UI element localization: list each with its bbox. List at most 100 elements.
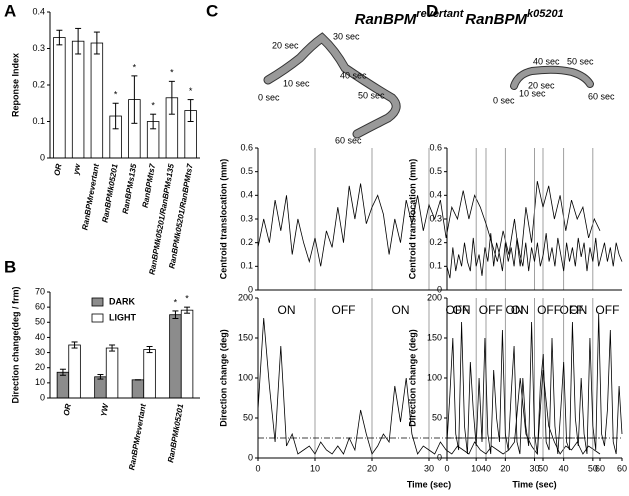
title-base: RanBPM (465, 11, 527, 28)
trajectory-body (264, 33, 400, 138)
error-bar (93, 31, 100, 55)
y-tick-label: 0.6 (240, 142, 253, 152)
phase-label: OFF (332, 303, 356, 317)
y-tick-label: 0 (437, 284, 442, 294)
chart-title: RanBPMk05201 (465, 8, 563, 28)
bar (180, 309, 194, 399)
y-tick-label: 0.4 (32, 6, 45, 16)
y-tick-label: 0.2 (32, 79, 45, 89)
trajectory-label: 50 sec (567, 56, 594, 66)
error-bar (71, 341, 78, 349)
y-tick-label: 20 (35, 362, 45, 372)
bar (143, 349, 156, 399)
x-tick-label: RanBPMk05201 (166, 403, 185, 464)
error-bar (150, 113, 157, 130)
phase-label: ON (511, 303, 529, 317)
phase-label: ON (506, 303, 524, 317)
series-line (257, 181, 601, 267)
phase-label: ON (278, 303, 296, 317)
chart-title: RanBPMrevertant (355, 8, 465, 28)
title-superscript: k05201 (527, 8, 564, 20)
error-bar (56, 29, 63, 46)
significance-mark: * (133, 62, 137, 72)
x-axis-label: Time (sec) (512, 479, 556, 489)
trajectory-label: 50 sec (358, 90, 385, 100)
y-tick-label: 0 (248, 284, 253, 294)
trajectory-label: 20 sec (272, 40, 299, 50)
trajectory-label: 30 sec (333, 31, 360, 41)
y-tick-label: 0.3 (240, 213, 253, 223)
trajectory-label: 40 sec (533, 56, 560, 66)
panel-label: B (4, 257, 16, 276)
trajectory-label: 60 sec (588, 91, 615, 101)
x-tick-label: RanBPMk05201 (100, 163, 119, 224)
y-tick-label: 0.1 (32, 116, 45, 126)
error-bar (184, 306, 191, 314)
error-bar (97, 374, 104, 380)
error-bar (75, 27, 82, 55)
x-tick-label: 0 (255, 463, 260, 473)
y-axis-label: Direction change(deg / frm) (10, 286, 20, 403)
phase-label: OFF (537, 303, 561, 317)
y-tick-label: 50 (35, 317, 45, 327)
panel-label: D (426, 1, 438, 20)
x-tick-label: 20 (500, 463, 510, 473)
trajectory-label: 20 sec (528, 80, 555, 90)
y-tick-label: 50 (432, 412, 442, 422)
trajectory-label: 0 sec (493, 95, 515, 105)
x-tick-label: 10 (310, 463, 320, 473)
phase-label: OFF (479, 303, 503, 317)
significance-mark: * (170, 68, 174, 78)
bar (68, 344, 81, 399)
x-tick-label: OR (52, 163, 63, 177)
error-bar (168, 80, 175, 115)
phase-label: ON (569, 303, 587, 317)
y-tick-label: 70 (35, 286, 45, 296)
bar (169, 314, 182, 399)
significance-mark: * (174, 297, 178, 307)
y-tick-label: 0.1 (240, 261, 253, 271)
y-tick-label: 60 (35, 302, 45, 312)
x-tick-label: yw (71, 162, 82, 176)
x-tick-label: OR (62, 403, 73, 417)
y-tick-label: 100 (238, 372, 253, 382)
x-tick-label: 60 (595, 463, 605, 473)
trajectory-c (263, 32, 401, 139)
series-line (446, 313, 623, 455)
error-bar (146, 346, 153, 354)
x-tick-label: 40 (559, 463, 569, 473)
bar (94, 376, 107, 399)
x-tick-label: 20 (367, 463, 377, 473)
x-tick-label: RanBPMts7 (141, 163, 158, 209)
bar (71, 40, 85, 159)
error-bar (59, 368, 66, 376)
bar (56, 371, 70, 399)
trajectory-body (511, 66, 593, 89)
phase-label: OFF (595, 303, 619, 317)
error-bar (187, 99, 194, 122)
y-tick-label: 0.1 (429, 261, 442, 271)
y-tick-label: 0 (40, 152, 45, 162)
significance-mark: * (114, 90, 118, 100)
bar (131, 379, 145, 399)
x-tick-label: 30 (529, 463, 539, 473)
x-tick-label: 0 (444, 463, 449, 473)
x-tick-label: 60 (617, 463, 627, 473)
y-tick-label: 0.4 (429, 190, 442, 200)
x-tick-label: RanBPMrevertant (127, 403, 148, 471)
y-tick-label: 40 (35, 332, 45, 342)
x-tick-label: 30 (424, 463, 434, 473)
legend-label: DARK (109, 296, 135, 306)
x-tick-label: RanBPMrevertant (80, 163, 101, 231)
y-tick-label: 30 (35, 347, 45, 357)
legend-swatch (91, 313, 104, 323)
y-tick-label: 0.3 (32, 43, 45, 53)
significance-mark: * (185, 294, 189, 304)
y-tick-label: 0.5 (429, 166, 442, 176)
x-tick-label: 10 (471, 463, 481, 473)
phase-label: OFF (560, 303, 584, 317)
panel-label: C (206, 1, 218, 20)
trajectory-label: 0 sec (258, 92, 280, 102)
y-tick-label: 100 (427, 372, 442, 382)
x-tick-label: 40 (481, 463, 491, 473)
